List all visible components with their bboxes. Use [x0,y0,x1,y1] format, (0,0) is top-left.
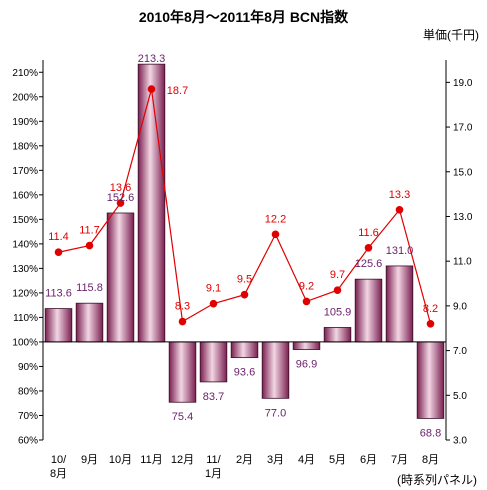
category-label-0: 10/8月 [50,454,67,480]
axes: 60% 70% 80% 90% 100% 110% 120% 130% 140% 150% 160%… [12,60,473,480]
line-point-4 [178,317,187,326]
category-label-12: 8月 [422,454,439,466]
category-label-11: 7月 [391,454,408,466]
category-label-7: 3月 [267,454,284,466]
bar-value-label-5: 83.7 [203,391,224,403]
bar-1 [75,302,104,343]
left-tick-label-2: 80% [18,386,38,397]
right-axis-unit-label: 単価(千円) [423,28,479,42]
line-value-label-5: 9.1 [206,283,221,295]
category-label-5: 11/1月 [205,454,222,480]
line-value-label-8: 9.2 [299,280,314,292]
line-value-label-3: 18.7 [167,85,188,97]
data-labels: 113.6 115.8 152.6 213.3 75.4 83.7 93.6 77.0 96.9… [45,53,441,439]
bar-7 [261,341,290,399]
left-tick-label-7: 130% [12,264,38,275]
category-label-1: 9月 [81,454,98,466]
line-value-label-10: 11.6 [358,227,379,239]
line-point-2 [116,199,125,207]
line-point-12 [426,319,435,328]
left-tick-label-13: 190% [12,117,38,128]
bar-10 [354,278,383,343]
left-tick-label-9: 150% [12,215,38,226]
bar-value-label-12: 68.8 [420,427,441,439]
line-value-label-11: 13.3 [389,189,410,201]
line-point-9 [333,286,342,295]
line-point-0 [54,248,63,257]
left-tick-label-1: 70% [18,411,38,422]
line-point-5 [209,299,218,308]
right-tick-label-4: 11.0 [453,257,472,268]
line-value-label-12: 8.2 [423,303,438,315]
category-label-10: 6月 [360,454,377,466]
line-value-label-6: 9.5 [237,274,252,286]
bar-3 [137,63,166,343]
bar-value-label-10: 125.6 [355,258,383,270]
line-value-label-1: 11.7 [79,225,100,237]
left-tick-label-6: 120% [12,288,38,299]
line-value-label-7: 12.2 [265,213,286,225]
bar-5 [199,341,228,383]
chart-title: 2010年8月～2011年8月 BCN指数 [138,9,349,25]
bar-2 [106,212,135,343]
category-label-6: 2月 [236,454,253,466]
bar-9 [323,327,352,343]
bar-value-label-8: 96.9 [296,359,317,371]
bar-series [44,63,445,419]
bar-11 [385,265,414,343]
right-tick-label-5: 13.0 [453,212,473,223]
bar-value-label-6: 93.6 [234,367,255,379]
bar-value-label-0: 113.6 [45,288,72,300]
line-point-1 [85,241,94,250]
bar-value-label-1: 115.8 [76,282,103,294]
bar-value-label-2: 152.6 [107,192,135,204]
right-tick-label-7: 17.0 [453,123,473,134]
line-value-label-2: 13.6 [110,182,131,194]
right-tick-label-1: 5.0 [453,391,467,402]
bar-value-label-3: 213.3 [138,53,166,65]
bar-0 [44,308,73,343]
line-series [54,85,435,328]
left-tick-label-8: 140% [12,239,38,250]
left-tick-label-11: 170% [12,166,38,177]
line-point-7 [271,230,280,239]
line-point-3 [147,85,156,93]
bar-4 [168,341,197,403]
category-label-3: 11月 [140,454,162,466]
left-tick-label-3: 90% [18,362,38,373]
left-tick-label-5: 110% [13,313,38,324]
left-tick-label-15: 210% [12,68,38,79]
bar-value-label-9: 105.9 [324,306,352,318]
line-point-11 [395,205,404,214]
bar-6 [230,341,259,359]
bar-8 [292,341,321,350]
right-tick-label-2: 7.0 [453,346,467,357]
left-tick-label-14: 200% [12,92,38,103]
line-point-6 [240,290,249,299]
category-label-4: 12月 [171,454,194,466]
left-tick-label-12: 180% [12,141,38,152]
bar-12 [416,341,445,419]
right-tick-label-6: 15.0 [453,167,473,178]
line-value-label-4: 8.3 [175,301,190,313]
bar-value-label-11: 131.0 [386,245,414,257]
right-tick-label-3: 9.0 [453,301,467,312]
left-tick-label-10: 160% [12,190,38,201]
right-tick-label-8: 19.0 [453,78,473,89]
left-tick-label-0: 60% [18,436,38,447]
bar-value-label-7: 77.0 [265,407,286,419]
category-label-8: 4月 [298,454,315,466]
line-point-8 [302,297,311,306]
line-value-label-9: 9.7 [330,269,345,281]
right-tick-label-0: 3.0 [453,436,467,447]
category-label-2: 10月 [109,454,132,466]
left-tick-label-4: 100% [12,337,38,348]
line-point-10 [364,243,373,252]
line-value-label-0: 11.4 [48,231,69,243]
time-series-panel-note: (時系列パネル) [397,473,477,487]
category-label-9: 5月 [329,454,346,466]
bar-value-label-4: 75.4 [172,411,193,423]
